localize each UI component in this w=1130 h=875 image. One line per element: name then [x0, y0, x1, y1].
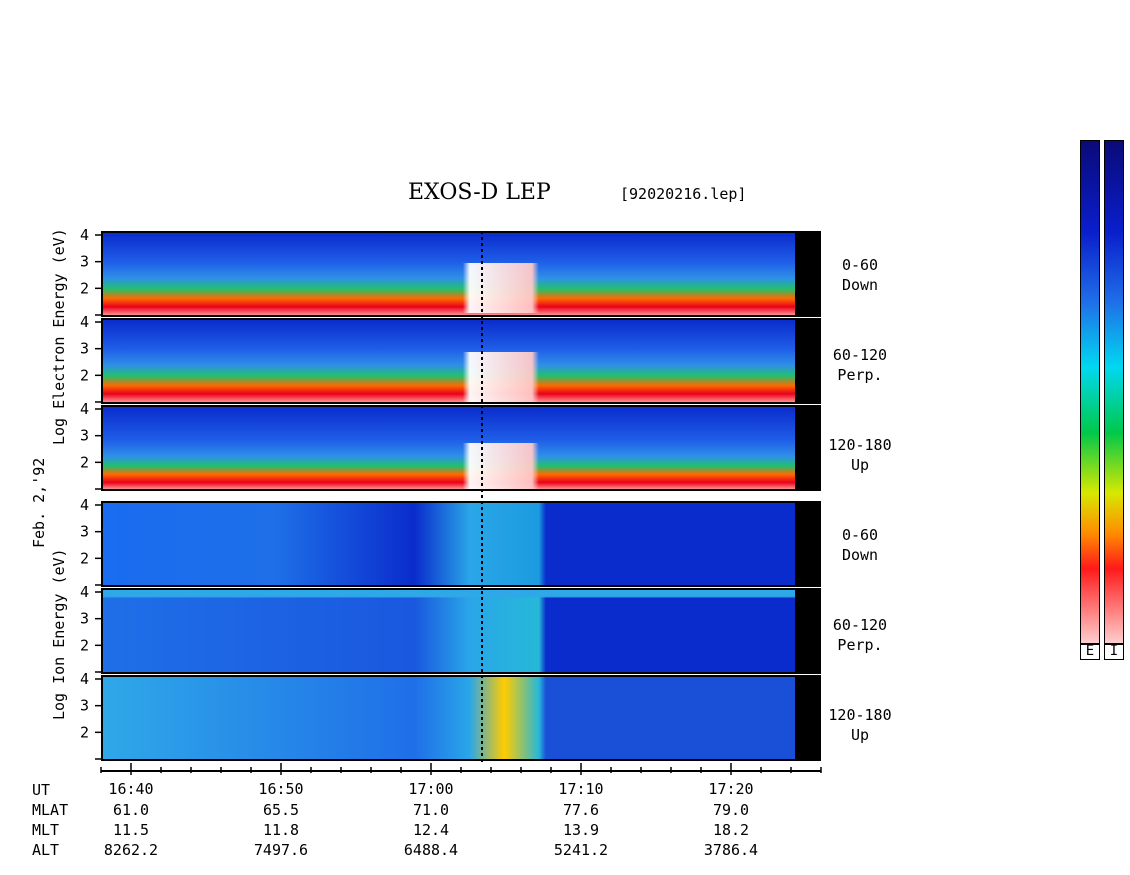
file-name: [92020216.lep] — [620, 185, 747, 203]
panel-electron-down — [101, 231, 821, 317]
ephemeris-label-mlat: MLAT — [32, 801, 69, 819]
ephemeris-value-alt: 3786.4 — [703, 841, 759, 859]
ephemeris-value-alt: 7497.6 — [253, 841, 309, 859]
panel-label-electron-up: 120-180 Up — [828, 436, 892, 474]
time-tick-label: 17:20 — [708, 780, 753, 798]
energy-tick-label: 3 — [80, 427, 89, 445]
energy-tick-label: 4 — [80, 226, 89, 244]
spectrogram-electron-up — [103, 407, 795, 489]
energy-tick-label: 3 — [80, 253, 89, 271]
energy-tick-label: 4 — [80, 583, 89, 601]
time-tick-label: 17:10 — [558, 780, 603, 798]
no-data-band — [795, 677, 819, 759]
ephemeris-value-mlt: 11.8 — [262, 821, 300, 839]
electron-axis-label: Log Electron Energy (eV) — [50, 228, 68, 445]
panel-ion-perp — [101, 588, 821, 674]
panel-ion-up — [101, 675, 821, 761]
colorbar-label-ion: I — [1104, 643, 1124, 660]
ephemeris-value-mlt: 18.2 — [712, 821, 750, 839]
no-data-band — [795, 233, 819, 315]
time-tick-label: 17:00 — [408, 780, 453, 798]
energy-tick-label: 4 — [80, 670, 89, 688]
ephemeris-value-mlt: 11.5 — [112, 821, 150, 839]
ephemeris-value-alt: 6488.4 — [403, 841, 459, 859]
no-data-band — [795, 590, 819, 672]
colorbar-electron — [1080, 140, 1100, 645]
ephemeris-value-alt: 8262.2 — [103, 841, 159, 859]
colorbar-ion — [1104, 140, 1124, 645]
panel-label-electron-perp: 60-120 Perp. — [832, 346, 888, 384]
panel-label-ion-down: 0-60 Down — [841, 526, 879, 564]
energy-tick-group: 4 3 2 4 3 2 4 3 2 4 3 2 4 3 2 4 3 2 — [80, 226, 101, 760]
energy-tick-label: 2 — [80, 366, 89, 384]
spectrogram-electron-down — [103, 233, 795, 315]
spectrogram-ion-up — [103, 677, 795, 759]
ephemeris-value-mlat: 61.0 — [112, 801, 150, 819]
time-tick-label: 16:40 — [108, 780, 153, 798]
colorbar-label-electron: E — [1080, 643, 1100, 660]
ephemeris-value-mlat: 77.6 — [562, 801, 600, 819]
no-data-band — [795, 320, 819, 402]
panel-electron-perp — [101, 318, 821, 404]
chart-title: EXOS-D LEP — [408, 180, 551, 205]
ephemeris-value-mlat: 71.0 — [412, 801, 450, 819]
ephemeris-label-ut: UT — [32, 781, 51, 799]
energy-tick-label: 3 — [80, 340, 89, 358]
ephemeris-label-mlt: MLT — [32, 821, 60, 839]
panel-label-ion-up: 120-180 Up — [828, 706, 892, 744]
ephemeris-value-alt: 5241.2 — [553, 841, 609, 859]
ion-axis-label: Log Ion Energy (eV) — [50, 548, 68, 720]
energy-tick-label: 4 — [80, 313, 89, 331]
time-axis: 16:40 16:50 17:00 17:10 17:20 — [100, 763, 822, 798]
spectrogram-ion-down — [103, 503, 795, 585]
panel-label-electron-down: 0-60 Down — [841, 256, 879, 294]
panel-label-ion-perp: 60-120 Perp. — [832, 616, 888, 654]
ephemeris-label-alt: ALT — [32, 841, 60, 859]
ephemeris-value-mlt: 13.9 — [562, 821, 600, 839]
ephemeris-value-mlt: 12.4 — [412, 821, 450, 839]
energy-tick-label: 2 — [80, 636, 89, 654]
no-data-band — [795, 503, 819, 585]
energy-tick-label: 2 — [80, 549, 89, 567]
spectrogram-electron-perp — [103, 320, 795, 402]
energy-tick-label: 3 — [80, 523, 89, 541]
energy-tick-label: 3 — [80, 610, 89, 628]
time-tick-label: 16:50 — [258, 780, 303, 798]
energy-tick-label: 2 — [80, 723, 89, 741]
panel-ion-down — [101, 501, 821, 587]
energy-tick-label: 4 — [80, 496, 89, 514]
ephemeris-value-mlat: 79.0 — [712, 801, 750, 819]
energy-tick-label: 4 — [80, 400, 89, 418]
spectrogram-ion-perp — [103, 590, 795, 672]
energy-tick-label: 3 — [80, 697, 89, 715]
date-label: Feb. 2,'92 — [30, 457, 48, 548]
ephemeris-value-mlat: 65.5 — [262, 801, 300, 819]
no-data-band — [795, 407, 819, 489]
energy-tick-label: 2 — [80, 279, 89, 297]
panel-electron-up — [101, 405, 821, 491]
energy-tick-label: 2 — [80, 453, 89, 471]
